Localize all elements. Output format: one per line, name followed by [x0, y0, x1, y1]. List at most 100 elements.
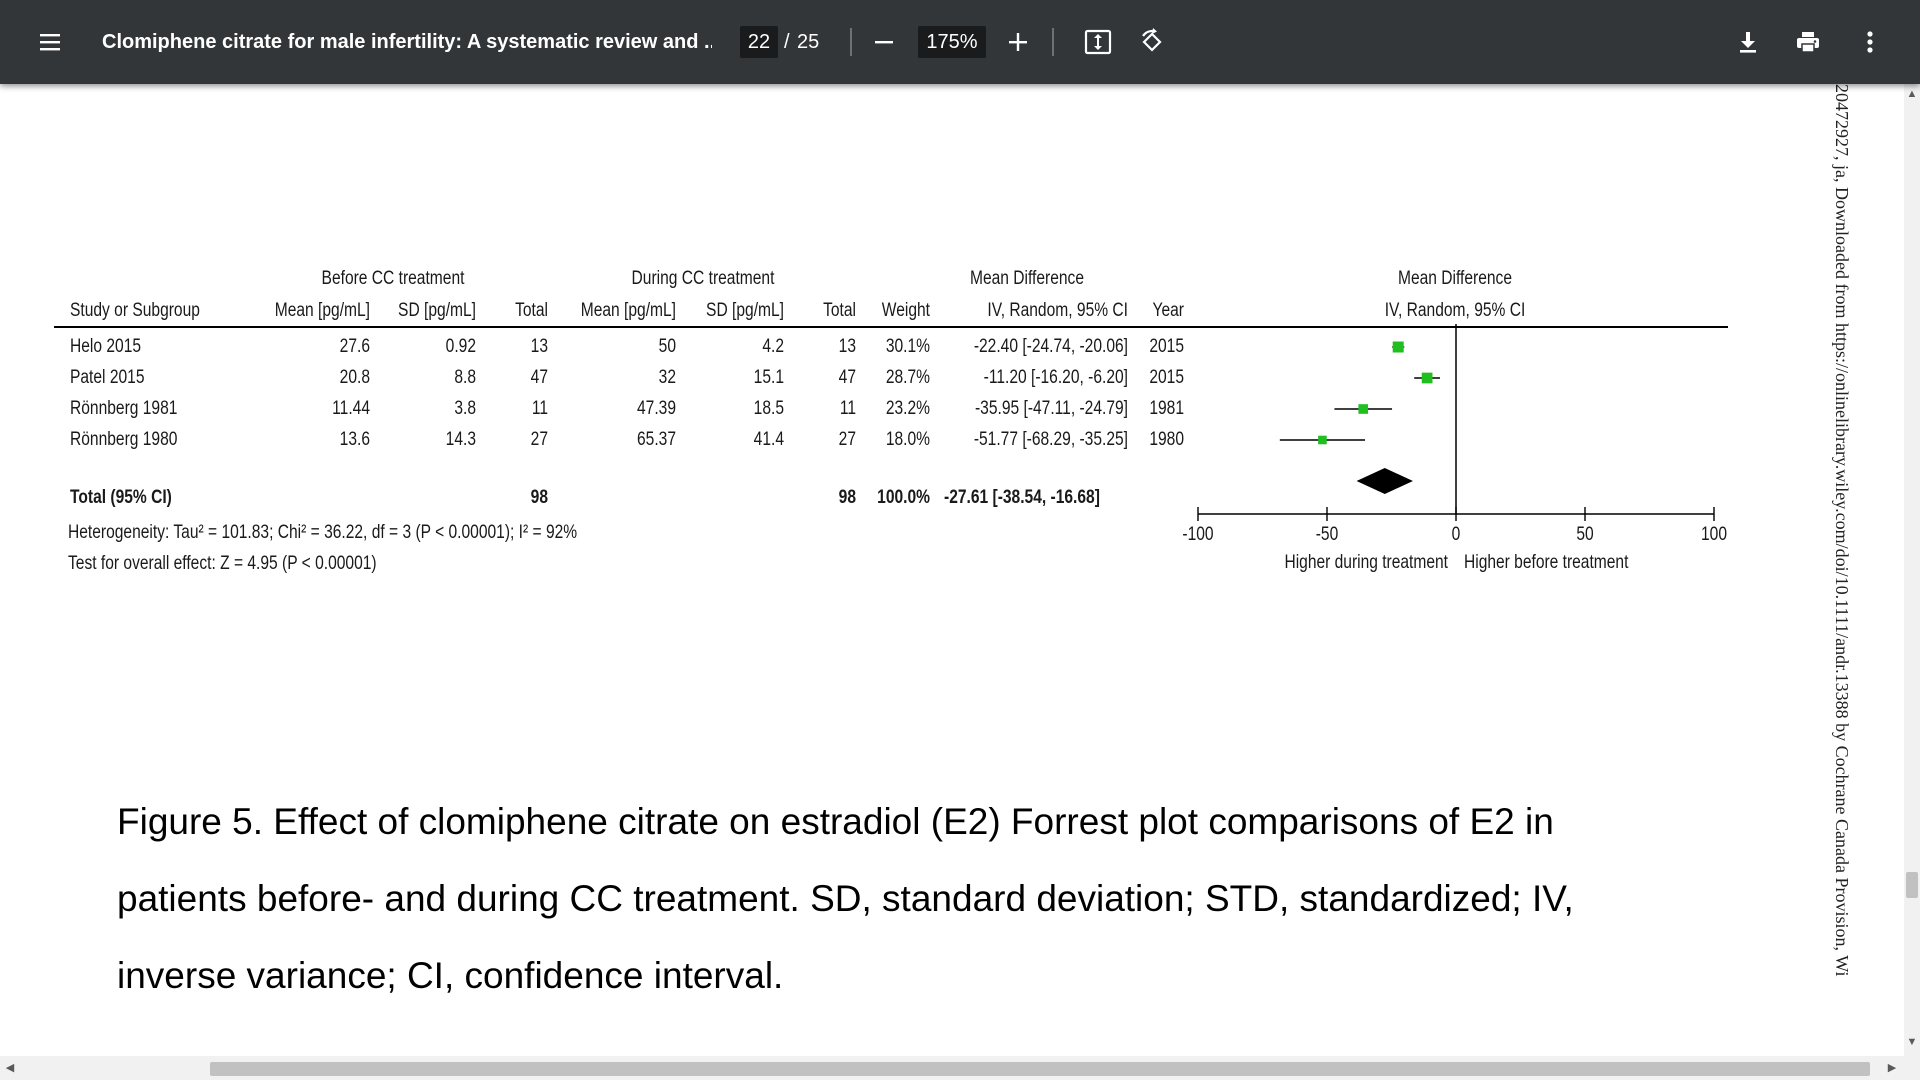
printer-icon — [1797, 32, 1819, 53]
page-separator: / — [784, 31, 790, 53]
col-total-before: Total — [515, 300, 548, 321]
study-marker — [1318, 435, 1327, 445]
study-name: Helo 2015 — [70, 336, 142, 357]
col-md-method: IV, Random, 95% CI — [987, 300, 1128, 321]
mean-difference: -11.20 [-16.20, -6.20] — [983, 367, 1128, 388]
watermark-text: 20472927, ja, Downloaded from https://on… — [1832, 84, 1852, 977]
zoom-level-input[interactable]: 175% — [918, 26, 986, 58]
total-during: 11 — [839, 398, 856, 419]
mean-during: 32 — [658, 367, 676, 388]
col-total-during: Total — [823, 300, 856, 321]
group-header-before: Before CC treatment — [321, 268, 465, 289]
vertical-scrollbar[interactable]: ▲ ▼ — [1904, 84, 1920, 1056]
vertical-scroll-thumb[interactable] — [1906, 872, 1918, 898]
figure-caption-line: inverse variance; CI, confidence interva… — [117, 955, 784, 996]
x-tick-label: -100 — [1182, 523, 1213, 545]
mean-during: 50 — [658, 336, 676, 357]
scroll-up-arrow-icon[interactable]: ▲ — [1906, 88, 1918, 100]
more-vert-icon — [1867, 31, 1873, 53]
col-mean-during: Mean [pg/mL] — [580, 300, 676, 321]
overall-effect-text: Test for overall effect: Z = 4.95 (P < 0… — [68, 553, 377, 574]
total-during: 98 — [838, 487, 856, 508]
scroll-right-arrow-icon[interactable]: ▶ — [1887, 1062, 1897, 1074]
total-label: Total (95% CI) — [70, 487, 172, 508]
header-rule — [54, 326, 1728, 328]
year: 2015 — [1149, 367, 1184, 388]
forest-plot: -100 -50 0 50 100 Higher during treatment High… — [1182, 324, 1727, 573]
year: 1980 — [1149, 429, 1184, 450]
rotate-button[interactable] — [1128, 18, 1176, 66]
x-tick-label: 50 — [1576, 523, 1593, 545]
rotate-icon — [1142, 28, 1162, 52]
sd-before: 8.8 — [454, 367, 476, 388]
mean-before: 13.6 — [339, 429, 370, 450]
weight: 30.1% — [885, 336, 930, 357]
x-label-right: Higher before treatment — [1464, 551, 1629, 573]
group-header-md: Mean Difference — [969, 268, 1085, 289]
mean-difference: -35.95 [-47.11, -24.79] — [974, 398, 1128, 419]
col-sd-before: SD [pg/mL] — [398, 300, 476, 321]
sd-before: 0.92 — [445, 336, 476, 357]
pooled-diamond — [1356, 468, 1413, 494]
minus-icon — [875, 41, 893, 44]
plot-header-md: Mean Difference — [1397, 268, 1513, 289]
scroll-left-arrow-icon[interactable]: ◀ — [5, 1062, 15, 1074]
mean-during: 65.37 — [637, 429, 676, 450]
horizontal-scrollbar[interactable]: ◀ ▶ — [0, 1056, 1920, 1080]
hamburger-icon — [40, 34, 60, 51]
mean-difference: -22.40 [-24.74, -20.06] — [973, 336, 1128, 357]
total-during: 27 — [838, 429, 856, 450]
total-mean-difference: -27.61 [-38.54, -16.68] — [944, 487, 1100, 508]
weight: 23.2% — [885, 398, 930, 419]
figure-caption-line: patients before- and during CC treatment… — [117, 878, 1574, 919]
page-number-input[interactable]: 22 — [740, 26, 778, 58]
study-marker — [1392, 341, 1404, 353]
download-icon — [1740, 32, 1756, 53]
x-tick-label: 0 — [1452, 523, 1461, 545]
toolbar-divider — [850, 28, 852, 56]
fit-to-page-button[interactable] — [1074, 18, 1122, 66]
weight: 28.7% — [885, 367, 930, 388]
mean-before: 27.6 — [339, 336, 370, 357]
x-label-left: Higher during treatment — [1284, 551, 1448, 573]
mean-during: 47.39 — [637, 398, 676, 419]
total-before: 27 — [530, 429, 548, 450]
sd-during: 15.1 — [753, 367, 784, 388]
fit-page-icon — [1084, 29, 1112, 55]
total-during: 47 — [838, 367, 856, 388]
sd-during: 41.4 — [753, 429, 784, 450]
zoom-in-button[interactable] — [994, 18, 1042, 66]
total-before: 11 — [531, 398, 548, 419]
year: 1981 — [1149, 398, 1184, 419]
total-before: 47 — [530, 367, 548, 388]
more-options-button[interactable] — [1846, 18, 1894, 66]
col-sd-during: SD [pg/mL] — [706, 300, 784, 321]
horizontal-scroll-thumb[interactable] — [210, 1062, 1870, 1076]
page-total: 25 — [797, 31, 820, 53]
study-name: Rönnberg 1981 — [70, 398, 178, 419]
total-before: 98 — [530, 487, 548, 508]
total-before: 13 — [530, 336, 548, 357]
total-during: 13 — [838, 336, 856, 357]
download-button[interactable] — [1724, 18, 1772, 66]
mean-before: 20.8 — [339, 367, 370, 388]
pdf-toolbar: Clomiphene citrate for male infertility:… — [0, 0, 1920, 84]
x-tick-label: -50 — [1316, 523, 1339, 545]
zoom-out-button[interactable] — [860, 18, 908, 66]
document-title: Clomiphene citrate for male infertility:… — [102, 31, 712, 53]
mean-difference: -51.77 [-68.29, -35.25] — [973, 429, 1128, 450]
print-button[interactable] — [1784, 18, 1832, 66]
x-tick-label: 100 — [1701, 523, 1727, 545]
col-weight: Weight — [881, 300, 930, 321]
study-name: Rönnberg 1980 — [70, 429, 178, 450]
document-viewport: Before CC treatment During CC treatment … — [0, 84, 1904, 1056]
sd-during: 4.2 — [762, 336, 784, 357]
heterogeneity-text: Heterogeneity: Tau² = 101.83; Chi² = 36.… — [68, 522, 578, 543]
scroll-down-arrow-icon[interactable]: ▼ — [1906, 1036, 1918, 1048]
toolbar-divider — [1052, 28, 1054, 56]
year: 2015 — [1149, 336, 1184, 357]
study-marker — [1358, 404, 1369, 414]
menu-button[interactable] — [26, 18, 74, 66]
sd-during: 18.5 — [753, 398, 784, 419]
group-header-during: During CC treatment — [631, 268, 775, 289]
